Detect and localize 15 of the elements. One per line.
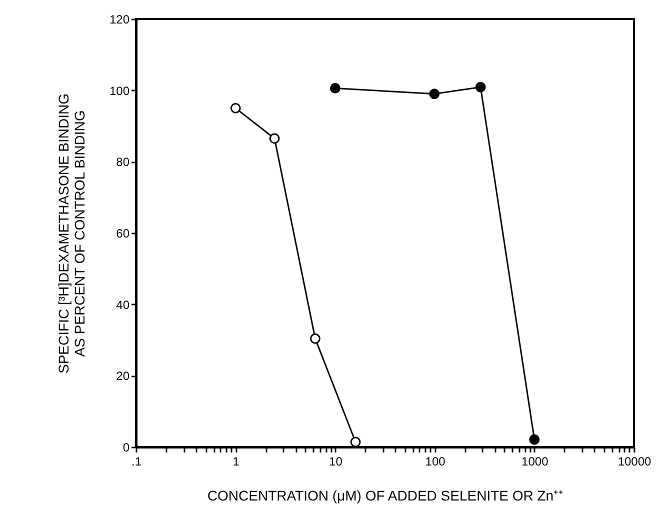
- y-tick-label: 40: [116, 298, 130, 312]
- y-tick-label: 0: [122, 440, 130, 454]
- x-axis-title: CONCENTRATION (μM) OF ADDED SELENITE OR Zn⁺⁺: [207, 488, 564, 504]
- x-tick-label: .1: [131, 454, 142, 468]
- y-tick-label: 80: [116, 155, 130, 170]
- x-tick-label: 10: [329, 454, 343, 468]
- x-tick-label: 1000: [522, 454, 549, 468]
- y-tick-label: 100: [109, 84, 130, 98]
- x-tick-label: 1: [232, 454, 240, 468]
- x-tick-label: 100: [425, 454, 446, 468]
- y-tick-label: 120: [109, 12, 130, 26]
- y-axis-title: SPECIFIC [³H]DEXAMETHASONE BINDING AS PERCENT OF CONTROL BINDING: [55, 93, 88, 374]
- x-tick-label: 10000: [618, 454, 652, 468]
- y-tick-label: 20: [116, 369, 130, 384]
- y-tick-label: 60: [116, 226, 130, 240]
